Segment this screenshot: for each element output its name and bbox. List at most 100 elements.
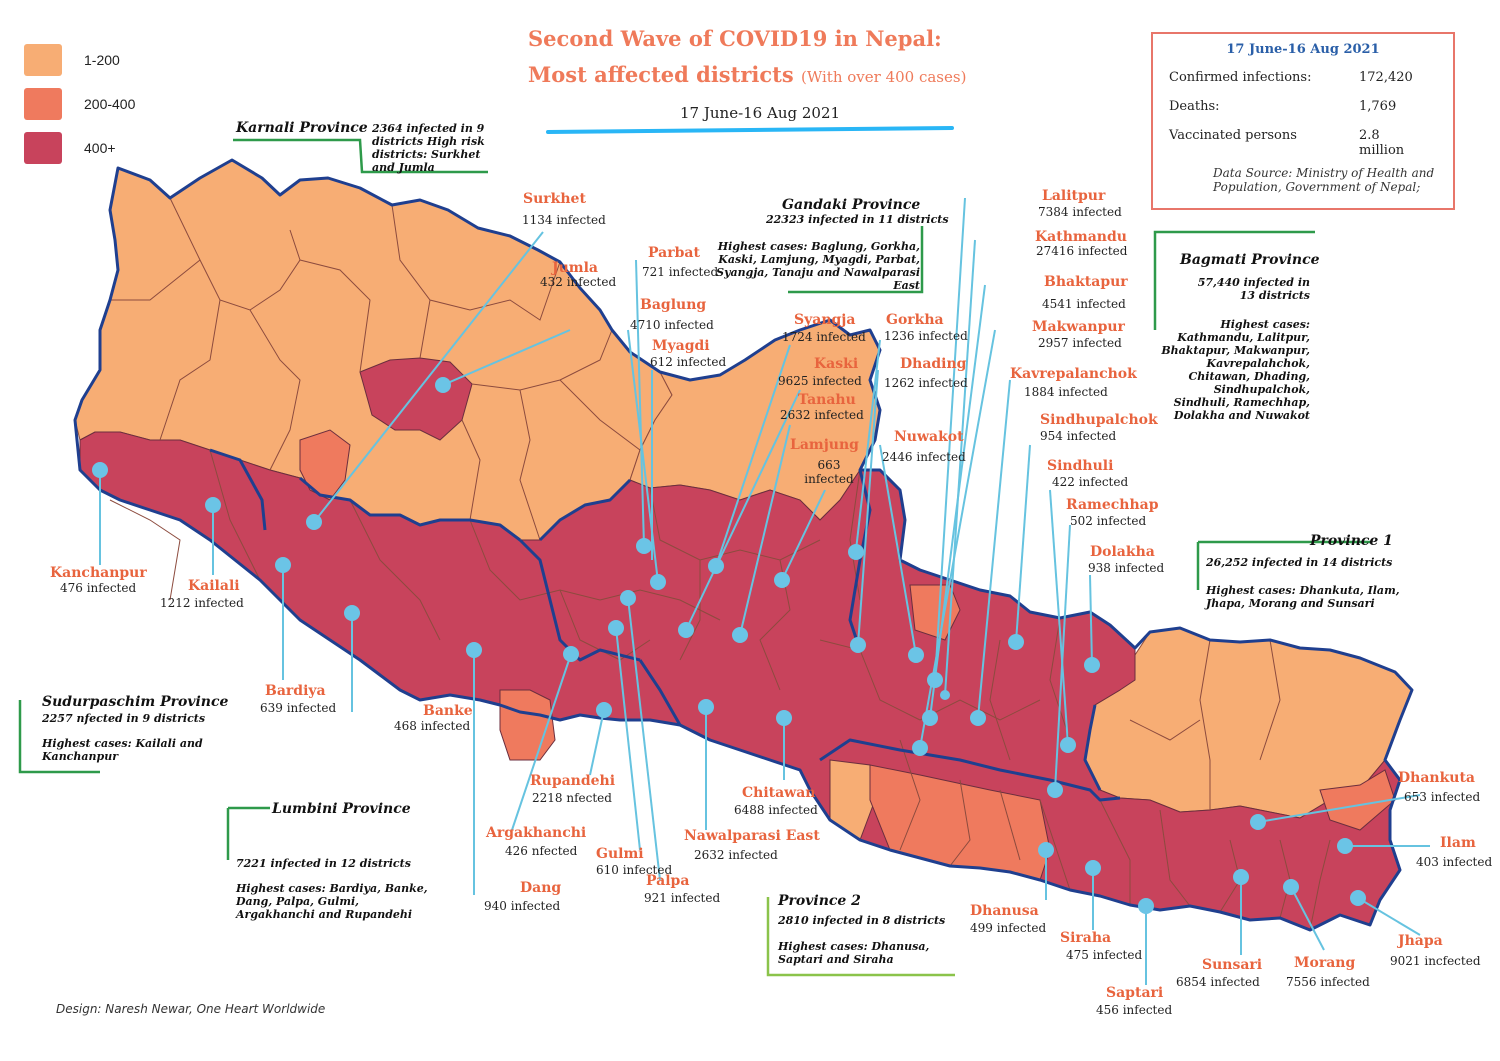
district-value: 2632 infected — [780, 408, 864, 422]
district-name: Dhading — [900, 356, 967, 372]
district-value: 6488 infected — [734, 803, 818, 817]
province-2-text: 2810 infected in 8 districts — [778, 914, 946, 927]
map-title-line2: Most affected districts (With over 400 c… — [528, 62, 966, 87]
district-value: 1212 infected — [160, 596, 244, 610]
district-value: 2218 nfected — [532, 791, 612, 805]
district-value: 663 infected — [804, 458, 854, 486]
district-value: 4541 infected — [1042, 297, 1126, 311]
province-1-text: 26,252 infected in 14 districts — [1206, 556, 1393, 569]
title-underline — [546, 126, 954, 134]
district-name: Syangja — [794, 312, 856, 328]
district-value: 468 infected — [394, 719, 471, 733]
district-value: 1236 infected — [884, 329, 968, 343]
province-lumbini-highest: Highest cases: Bardiya, Banke, Dang, Pal… — [236, 882, 428, 921]
district-value: 1262 infected — [884, 376, 968, 390]
province-sudurpaschim-title: Sudurpaschim Province — [42, 694, 229, 710]
district-value: 653 infected — [1404, 790, 1481, 804]
map-title-main: Most affected districts — [528, 62, 794, 87]
stats-value: 172,420 — [1359, 70, 1413, 85]
district-value: 403 infected — [1416, 855, 1493, 869]
stats-value: 2.8 million — [1359, 128, 1405, 158]
district-value: 475 infected — [1066, 948, 1143, 962]
district-value: 612 infected — [650, 355, 727, 369]
district-name: Saptari — [1106, 985, 1164, 1001]
district-value: 1134 infected — [522, 213, 606, 227]
province-karnali-text: 2364 infected in 9 districts High risk d… — [372, 122, 485, 174]
district-value: 499 infected — [970, 921, 1047, 935]
legend: 1-200 200-400 400+ — [24, 38, 135, 170]
district-name: Dhankuta — [1398, 770, 1475, 786]
province-gandaki-title: Gandaki Province — [782, 197, 921, 213]
district-name: Kavrepalanchok — [1010, 366, 1137, 382]
district-name: Bhaktapur — [1044, 274, 1128, 290]
district-name: Dhanusa — [970, 903, 1039, 919]
district-value: 502 infected — [1070, 514, 1147, 528]
district-name: Dolakha — [1090, 544, 1155, 560]
district-name: Jhapa — [1398, 933, 1443, 949]
district-value: 7556 infected — [1286, 975, 1370, 989]
province-sudurpaschim-highest: Highest cases: Kailali and Kanchanpur — [42, 737, 203, 763]
district-name: Sindhupalchok — [1040, 412, 1158, 428]
district-name: Gulmi — [596, 846, 644, 862]
stats-box: 17 June-16 Aug 2021 Confirmed infections… — [1151, 32, 1455, 210]
legend-swatch — [24, 44, 62, 76]
district-name: Kaski — [814, 356, 859, 372]
legend-label: 1-200 — [84, 52, 120, 68]
district-value: 4710 infected — [630, 318, 714, 332]
stats-label: Vaccinated persons — [1169, 128, 1297, 143]
map-title-note: (With over 400 cases) — [800, 68, 967, 86]
district-value: 2446 infected — [882, 450, 966, 464]
stats-date: 17 June-16 Aug 2021 — [1226, 42, 1380, 57]
map-title-line1: Second Wave of COVID19 in Nepal: — [528, 26, 942, 51]
district-name: Myagdi — [652, 338, 710, 354]
stats-value: 1,769 — [1359, 99, 1397, 114]
design-credit: Design: Naresh Newar, One Heart Worldwid… — [56, 1002, 326, 1016]
legend-item: 200-400 — [24, 82, 135, 126]
province-gandaki-highest: Highest cases: Baglung, Gorkha, Kaski, L… — [716, 240, 920, 292]
stats-label: Deaths: — [1169, 99, 1220, 114]
district-value: 9625 infected — [778, 374, 862, 388]
district-borders — [109, 197, 1331, 931]
district-value: 610 infected — [596, 863, 673, 877]
stats-row: Vaccinated persons 2.8 million — [1169, 128, 1404, 158]
district-name: Chitawan — [742, 785, 816, 801]
district-name: Rupandehi — [530, 773, 616, 789]
legend-label: 400+ — [84, 140, 116, 156]
district-value: 954 infected — [1040, 429, 1117, 443]
province-bagmati-highest: Highest cases: Kathmandu, Lalitpur, Bhak… — [1161, 318, 1310, 422]
district-name: Bardiya — [265, 683, 326, 699]
province-bagmati-title: Bagmati Province — [1180, 252, 1320, 268]
district-value: 2632 infected — [694, 848, 778, 862]
province-karnali-title: Karnali Province — [236, 120, 368, 136]
province-brackets — [18, 138, 1370, 977]
district-name: Kanchanpur — [50, 565, 147, 581]
province-lumbini-text: 7221 infected in 12 districts — [236, 857, 411, 870]
legend-item: 400+ — [24, 126, 135, 170]
stats-row: Confirmed infections: 172,420 — [1169, 70, 1413, 85]
province-2-title: Province 2 — [778, 893, 861, 909]
district-value: 938 infected — [1088, 561, 1165, 575]
district-name: Ramechhap — [1066, 497, 1159, 513]
district-value: 426 nfected — [505, 844, 578, 858]
district-name: Sunsari — [1202, 957, 1263, 973]
legend-swatch — [24, 88, 62, 120]
province-borders — [73, 158, 1414, 932]
legend-item: 1-200 — [24, 38, 135, 82]
district-value: 7384 infected — [1038, 205, 1122, 219]
stats-row: Deaths: 1,769 — [1169, 99, 1396, 114]
district-value: 921 infected — [644, 891, 721, 905]
district-name: Sindhuli — [1047, 458, 1114, 474]
province-1-highest: Highest cases: Dhankuta, Ilam, Jhapa, Mo… — [1206, 584, 1400, 610]
stats-label: Confirmed infections: — [1169, 70, 1312, 85]
district-name: Lamjung — [790, 437, 859, 453]
district-name: Kathmandu — [1035, 229, 1127, 245]
district-value: 1884 infected — [1024, 385, 1108, 399]
district-value: 432 infected — [540, 275, 617, 289]
district-name: Kailali — [188, 578, 240, 594]
leader-lines — [99, 197, 1430, 985]
district-name: Dang — [520, 880, 562, 896]
province-2-highest: Highest cases: Dhanusa, Saptari and Sira… — [778, 940, 930, 966]
province-sudurpaschim-text: 2257 nfected in 9 districts — [42, 712, 206, 725]
district-name: Parbat — [648, 245, 700, 261]
